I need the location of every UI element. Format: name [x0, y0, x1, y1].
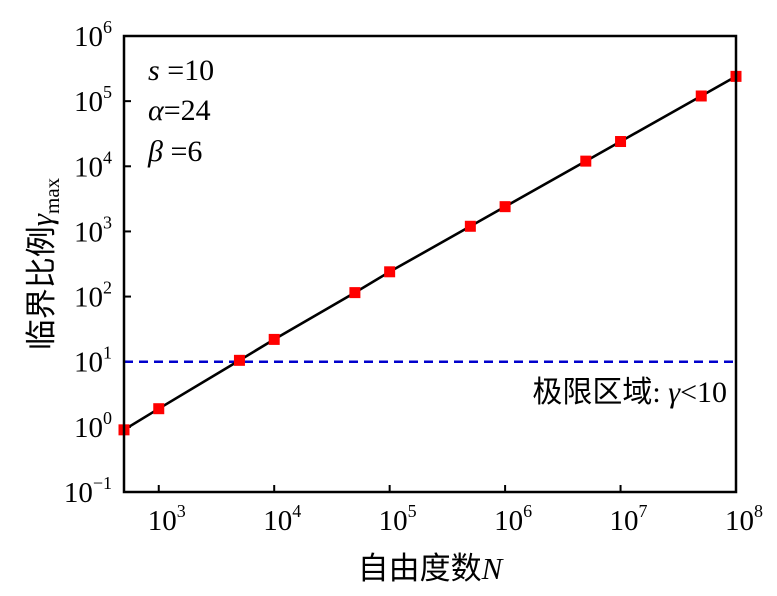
- data-point: [349, 287, 361, 299]
- data-point: [499, 201, 511, 213]
- data-point: [384, 266, 396, 278]
- plot-frame: [122, 34, 738, 494]
- y-axis-ticks: 10−1 100 101 102 103 104 105 106: [64, 17, 131, 509]
- param-beta: β =6: [147, 135, 202, 168]
- y-tick-label: 105: [74, 82, 112, 118]
- x-axis-ticks: 103 104 105 106 107 108: [148, 485, 763, 537]
- x-tick-label: 104: [263, 501, 301, 537]
- x-tick-label: 105: [379, 501, 417, 537]
- y-tick-label: 10−1: [64, 473, 112, 509]
- y-tick-label: 100: [74, 408, 112, 444]
- y-tick-label: 102: [74, 278, 112, 314]
- parameter-annotations: s =10 α=24 β =6: [147, 54, 214, 168]
- data-point: [695, 90, 707, 102]
- y-tick-label: 101: [74, 343, 112, 379]
- param-s: s =10: [148, 54, 214, 87]
- region-annotation: 极限区域: γ<10: [532, 376, 727, 409]
- x-tick-label: 107: [610, 501, 648, 537]
- x-tick-label: 108: [725, 501, 763, 537]
- series-line: [123, 75, 737, 431]
- data-point: [153, 403, 165, 415]
- x-axis-label: 自由度数N: [358, 551, 505, 586]
- data-point: [615, 136, 627, 148]
- data-point: [464, 220, 476, 232]
- y-axis-label: 临界比例γmax: [24, 177, 64, 350]
- y-tick-label: 106: [74, 17, 112, 53]
- y-tick-label: 103: [74, 212, 112, 248]
- y-tick-label: 104: [74, 147, 112, 183]
- data-point: [268, 333, 280, 345]
- x-tick-label: 103: [148, 501, 186, 537]
- data-point: [233, 354, 245, 366]
- x-tick-label: 106: [494, 501, 532, 537]
- param-alpha: α=24: [148, 94, 211, 127]
- data-point: [580, 155, 592, 167]
